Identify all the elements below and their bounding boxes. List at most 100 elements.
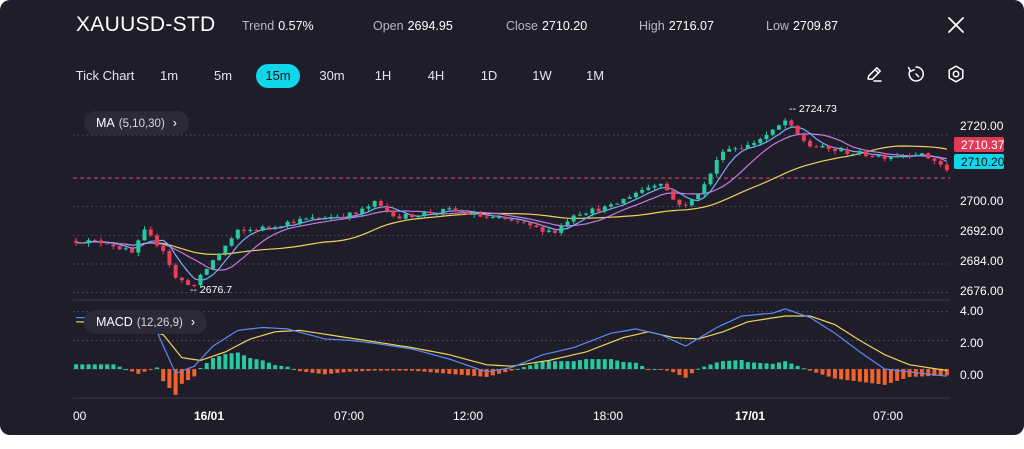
macd-histogram-bar <box>422 369 427 372</box>
macd-histogram-bar <box>285 366 290 370</box>
macd-histogram-bar <box>478 369 483 377</box>
macd-histogram-bar <box>820 369 825 375</box>
candle-body <box>920 153 925 155</box>
macd-histogram-bar <box>808 369 813 371</box>
macd-histogram-bar <box>322 369 327 375</box>
macd-histogram-bar <box>229 353 234 370</box>
macd-histogram-bar <box>677 369 682 375</box>
settings-button[interactable] <box>946 64 966 84</box>
macd-histogram-bar <box>136 369 141 374</box>
candle-body <box>360 208 365 215</box>
candle-body <box>198 274 203 286</box>
macd-histogram-bar <box>727 360 732 370</box>
candlestick-chart[interactable]: -- 2724.73 -- 2676.7 2720.00 2700.00 269… <box>0 0 1024 435</box>
macd-histogram-bar <box>279 365 284 370</box>
tab-5m[interactable]: 5m <box>213 68 233 83</box>
candle-body <box>689 199 694 206</box>
candle-body <box>254 229 259 231</box>
price-tick: 2720.00 <box>960 119 1004 133</box>
candle-body <box>409 214 414 218</box>
candle-body <box>335 216 340 218</box>
tab-1w[interactable]: 1W <box>532 68 552 83</box>
chevron-right-icon: › <box>190 315 196 329</box>
candle-body <box>758 139 763 144</box>
candle-body <box>888 156 893 159</box>
macd-histogram-bar <box>864 369 869 383</box>
macd-histogram-bar <box>646 369 651 371</box>
low-marker-label: -- 2676.7 <box>190 284 232 296</box>
tab-1m-month[interactable]: 1M <box>585 68 605 83</box>
candle-body <box>465 212 470 215</box>
stat-open-value: 2694.95 <box>407 19 453 33</box>
tab-15m[interactable]: 15m <box>256 64 300 88</box>
tab-30m[interactable]: 30m <box>319 68 345 83</box>
macd-histogram-bar <box>627 362 632 370</box>
timer-button[interactable] <box>906 64 926 84</box>
candle-body <box>484 216 489 218</box>
stat-high-value: 2716.07 <box>668 19 714 33</box>
macd-indicator-button[interactable]: MACD (12,26,9) › <box>84 310 208 334</box>
time-tick-date: 17/01 <box>735 409 765 423</box>
candle-body <box>521 221 526 223</box>
candle-body <box>111 244 116 247</box>
tab-1d[interactable]: 1D <box>480 68 498 83</box>
candle-body <box>938 160 943 165</box>
candle-body <box>534 225 539 228</box>
macd-histogram-bar <box>696 368 701 370</box>
macd-histogram-bar <box>689 369 694 374</box>
macd-histogram-bar <box>179 369 184 384</box>
macd-histogram-bar <box>266 362 271 370</box>
candle-body <box>490 217 495 219</box>
macd-signal-line <box>76 315 947 372</box>
tab-tick-chart[interactable]: Tick Chart <box>75 68 135 83</box>
candle-body <box>248 229 253 231</box>
candle-body <box>434 212 439 214</box>
macd-histogram-bar <box>223 354 228 370</box>
macd-histogram-bar <box>217 356 222 370</box>
macd-histogram-bar <box>98 364 103 370</box>
macd-histogram-bar <box>901 369 906 379</box>
ma-indicator-button[interactable]: MA (5,10,30) › <box>84 111 189 135</box>
macd-histogram-bar <box>733 360 738 370</box>
macd-histogram-bar <box>273 365 278 370</box>
macd-histogram-bar <box>360 369 365 372</box>
time-tick: 12:00 <box>453 409 483 423</box>
high-marker-label: -- 2724.73 <box>789 103 837 115</box>
stat-trend: Trend 0.57% <box>242 19 314 33</box>
macd-histogram-bar <box>932 369 937 376</box>
stat-high-label: High <box>639 19 665 33</box>
macd-histogram-bar <box>944 369 949 376</box>
time-tick-date: 16/01 <box>194 409 224 423</box>
macd-histogram-bar <box>596 359 601 370</box>
macd-histogram-bar <box>142 369 147 372</box>
macd-tick: 2.00 <box>960 336 984 350</box>
candle-body <box>329 216 334 219</box>
candle-body <box>223 245 228 254</box>
tab-4h[interactable]: 4H <box>427 68 445 83</box>
candle-body <box>776 125 781 130</box>
macd-histogram-bar <box>621 361 626 370</box>
macd-histogram-bar <box>702 366 707 370</box>
stat-open-label: Open <box>373 19 404 33</box>
candle-body <box>553 230 558 233</box>
macd-histogram-bar <box>633 362 638 370</box>
candle-body <box>652 185 657 188</box>
tab-1h[interactable]: 1H <box>374 68 392 83</box>
prev-price-badge <box>954 137 1004 152</box>
candle-body <box>385 205 390 211</box>
stat-trend-label: Trend <box>242 19 275 33</box>
macd-histogram-bar <box>534 363 539 370</box>
candle-body <box>204 268 209 275</box>
ma10-line <box>76 133 948 271</box>
candle-body <box>92 240 97 242</box>
tab-1m[interactable]: 1m <box>159 68 179 83</box>
close-button[interactable] <box>945 14 967 36</box>
macd-histogram-bar <box>503 369 508 373</box>
candle-body <box>478 213 483 217</box>
candle-body <box>391 210 396 217</box>
draw-tool-button[interactable] <box>864 64 884 84</box>
stat-close-label: Close <box>506 19 538 33</box>
macd-histogram-bar <box>882 369 887 385</box>
macd-histogram-bar <box>515 368 520 370</box>
candle-body <box>820 145 825 148</box>
